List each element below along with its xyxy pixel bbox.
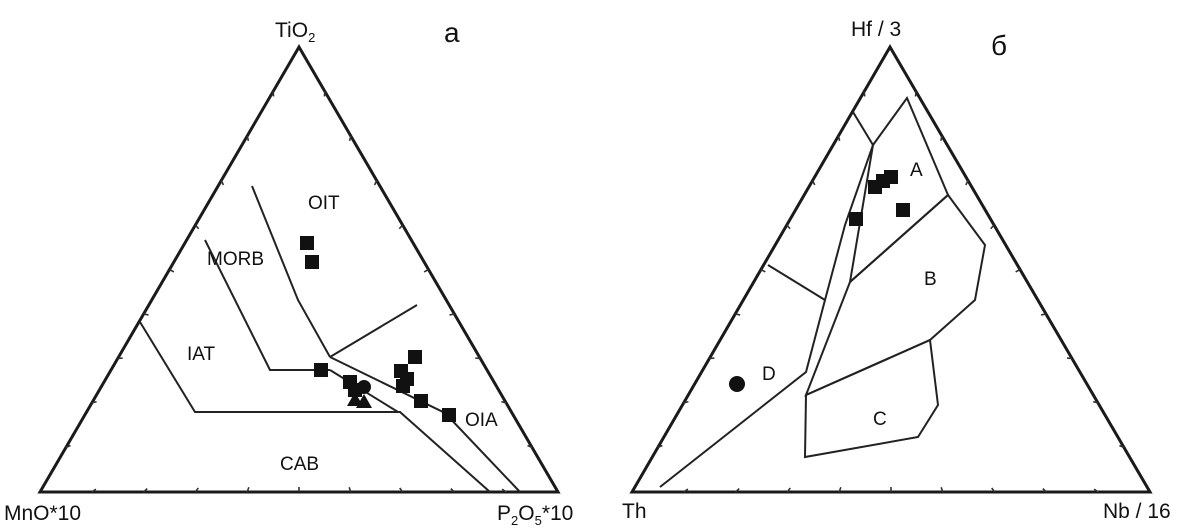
- vertex-top-sub-a: 2: [308, 30, 315, 45]
- tick-mark: [1016, 270, 1020, 272]
- tick-mark: [144, 314, 149, 315]
- sample-square: [314, 363, 328, 377]
- vertex-top-main-a: TiO: [275, 19, 308, 42]
- vertex-right-sub1-a: 2: [511, 513, 518, 526]
- tick-mark: [813, 181, 815, 186]
- tick-mark: [424, 270, 428, 272]
- sample-square: [868, 180, 882, 194]
- tick-mark: [273, 92, 274, 97]
- panel-b: б Hf / 3 Th Nb / 16 A B C D: [622, 18, 1171, 523]
- field-outline-c: [805, 340, 938, 457]
- boundary-oit-oia: [330, 305, 417, 357]
- boundary-d-upper: [768, 265, 825, 300]
- tick-mark: [170, 270, 174, 272]
- field-label-iat: IAT: [187, 344, 216, 365]
- vertex-right-sub2-a: 5: [535, 513, 542, 526]
- vertex-top-label-b: Hf / 3: [851, 18, 901, 41]
- panel-label-a: а: [444, 17, 460, 48]
- vertex-right-main-a: P: [497, 502, 511, 525]
- field-outline-a: [850, 98, 948, 282]
- sample-square: [396, 379, 410, 393]
- tick-mark: [735, 314, 740, 315]
- sample-circle: [357, 380, 371, 394]
- tick-mark: [449, 314, 454, 315]
- boundary-d-inner: [660, 145, 873, 487]
- tick-mark: [324, 92, 325, 97]
- sample-circle: [729, 376, 745, 392]
- field-label-d: D: [762, 364, 776, 385]
- panel-label-b: б: [991, 30, 1007, 61]
- vertex-right-label-b: Nb / 16: [1103, 500, 1171, 523]
- tick-mark: [221, 181, 223, 186]
- field-label-c: C: [873, 409, 887, 430]
- vertex-right-mid-a: O: [518, 502, 534, 525]
- sample-square: [305, 255, 319, 269]
- sample-square: [442, 408, 456, 422]
- vertex-top-label-a: TiO2: [275, 19, 315, 45]
- vertex-right-label-a: P2O5*10: [497, 502, 573, 526]
- sample-square: [408, 350, 422, 364]
- field-label-oit: OIT: [308, 193, 340, 214]
- tick-mark: [1041, 314, 1046, 315]
- tick-marks-b: [658, 92, 1124, 493]
- vertex-left-label-b: Th: [622, 500, 647, 523]
- field-label-cab: CAB: [280, 454, 319, 475]
- vertex-right-tail-a: *10: [542, 502, 574, 525]
- field-label-morb: MORB: [207, 249, 264, 270]
- panel-a: а TiO2 MnO*10 P2O5*10 OIT MORB IAT CAB O…: [4, 17, 573, 526]
- field-label-oia: OIA: [465, 410, 498, 431]
- tick-mark: [966, 181, 968, 186]
- field-label-a: A: [910, 160, 923, 181]
- vertex-left-label-a: MnO*10: [4, 502, 81, 525]
- field-label-b: B: [924, 269, 937, 290]
- tick-mark: [375, 181, 377, 186]
- sample-square: [896, 203, 910, 217]
- sample-square: [300, 236, 314, 250]
- sample-square: [849, 212, 863, 226]
- tick-mark: [864, 92, 865, 97]
- sample-square: [414, 394, 428, 408]
- tick-mark: [761, 270, 765, 272]
- ternary-triangle-b: [632, 47, 1150, 492]
- field-outline-b: [806, 195, 985, 395]
- boundary-a-apex: [853, 112, 873, 145]
